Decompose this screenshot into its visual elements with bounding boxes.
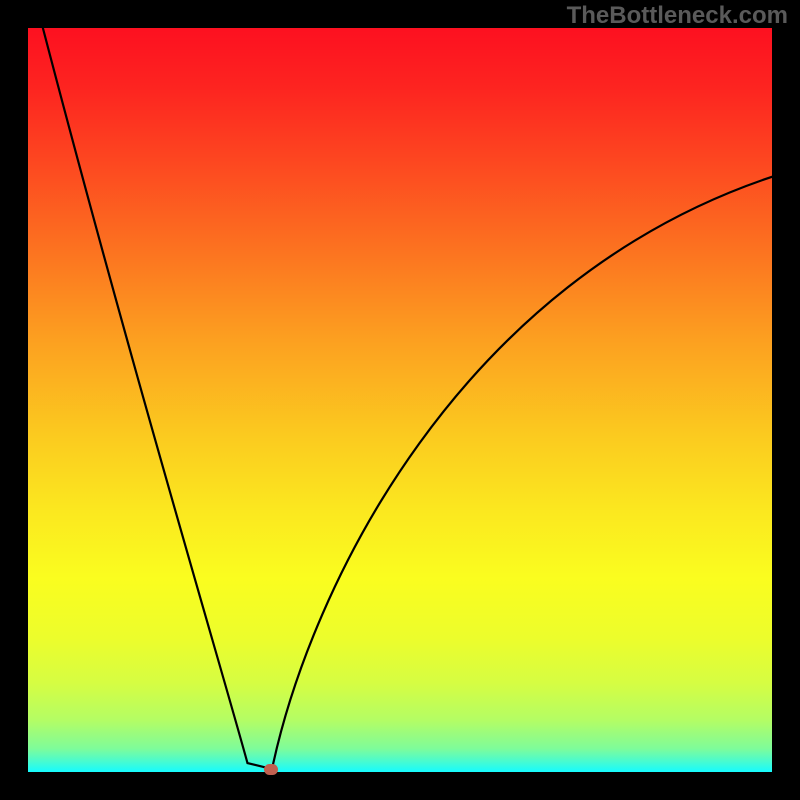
watermark-text: TheBottleneck.com bbox=[567, 2, 788, 30]
chart-container: TheBottleneck.com bbox=[0, 0, 800, 800]
plot-area bbox=[28, 28, 772, 772]
optimum-marker bbox=[264, 764, 278, 775]
